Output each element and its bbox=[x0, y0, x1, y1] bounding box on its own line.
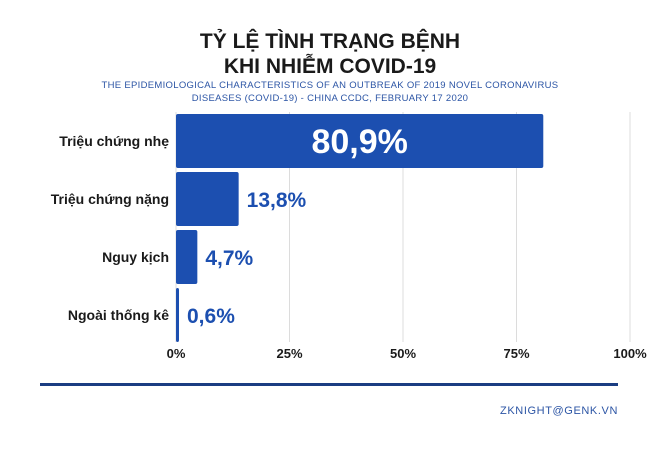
chart-subtitle-line-1: THE EPIDEMIOLOGICAL CHARACTERISTICS OF A… bbox=[101, 80, 559, 91]
x-tick-label: 100% bbox=[613, 346, 647, 361]
footer-divider bbox=[40, 383, 618, 386]
category-label: Ngoài thống kê bbox=[68, 307, 169, 323]
category-label: Triệu chứng nặng bbox=[51, 191, 169, 207]
category-label: Nguy kịch bbox=[102, 249, 169, 265]
x-tick-label: 75% bbox=[503, 346, 529, 361]
data-label: 80,9% bbox=[311, 123, 407, 161]
bar bbox=[176, 172, 239, 226]
data-label: 13,8% bbox=[247, 189, 307, 212]
x-tick-label: 50% bbox=[390, 346, 416, 361]
category-label: Triệu chứng nhẹ bbox=[59, 133, 169, 149]
data-label: 0,6% bbox=[187, 305, 235, 328]
footer-credit: ZKNIGHT@GENK.VN bbox=[500, 405, 618, 417]
bar bbox=[176, 114, 544, 168]
bar bbox=[176, 230, 198, 284]
bar bbox=[176, 288, 179, 342]
data-label: 4,7% bbox=[205, 247, 253, 270]
x-tick-label: 0% bbox=[167, 346, 186, 361]
chart-subtitle-line-2: DISEASES (COVID-19) - CHINA CCDC, FEBRUA… bbox=[191, 93, 469, 104]
x-tick-label: 25% bbox=[276, 346, 302, 361]
chart-title-line-2: KHI NHIỄM COVID-19 bbox=[223, 55, 437, 78]
chart-title-line-1: TỶ LỆ TÌNH TRẠNG BỆNH bbox=[199, 30, 461, 53]
